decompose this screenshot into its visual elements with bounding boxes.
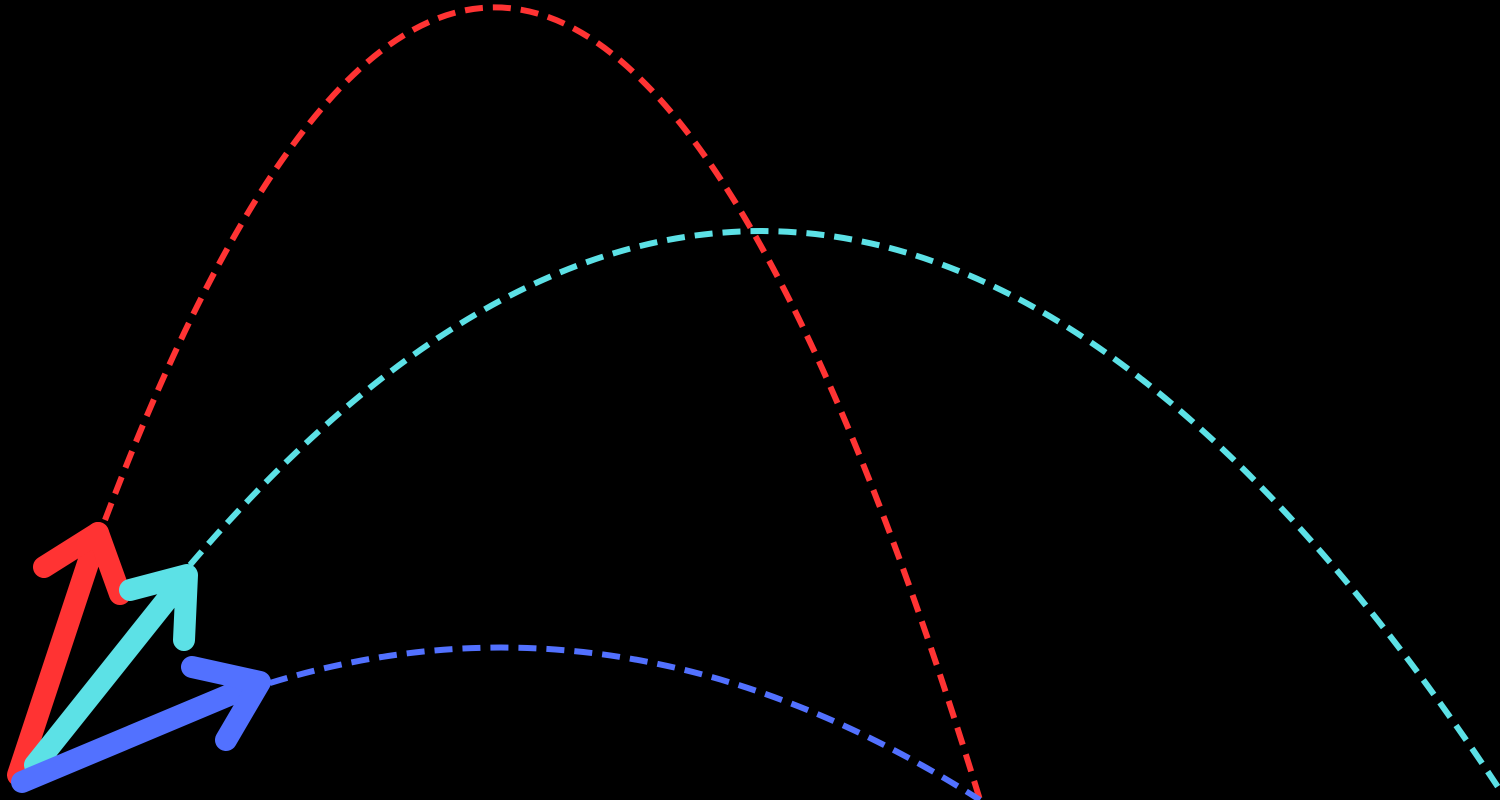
- arrow-head: [33, 522, 131, 605]
- red-arrow: [7, 522, 131, 786]
- arrow-shaft: [7, 522, 109, 786]
- red-trajectory: [102, 4, 983, 800]
- blue-arrow: [11, 656, 271, 793]
- arrow-head: [181, 656, 271, 751]
- arrow-shaft: [24, 566, 196, 776]
- arrow-head: [119, 564, 198, 651]
- cyan-trajectory: [187, 228, 1500, 792]
- blue-trajectory: [269, 644, 982, 800]
- cyan-arrow: [24, 564, 198, 776]
- arrow-shaft: [11, 672, 269, 793]
